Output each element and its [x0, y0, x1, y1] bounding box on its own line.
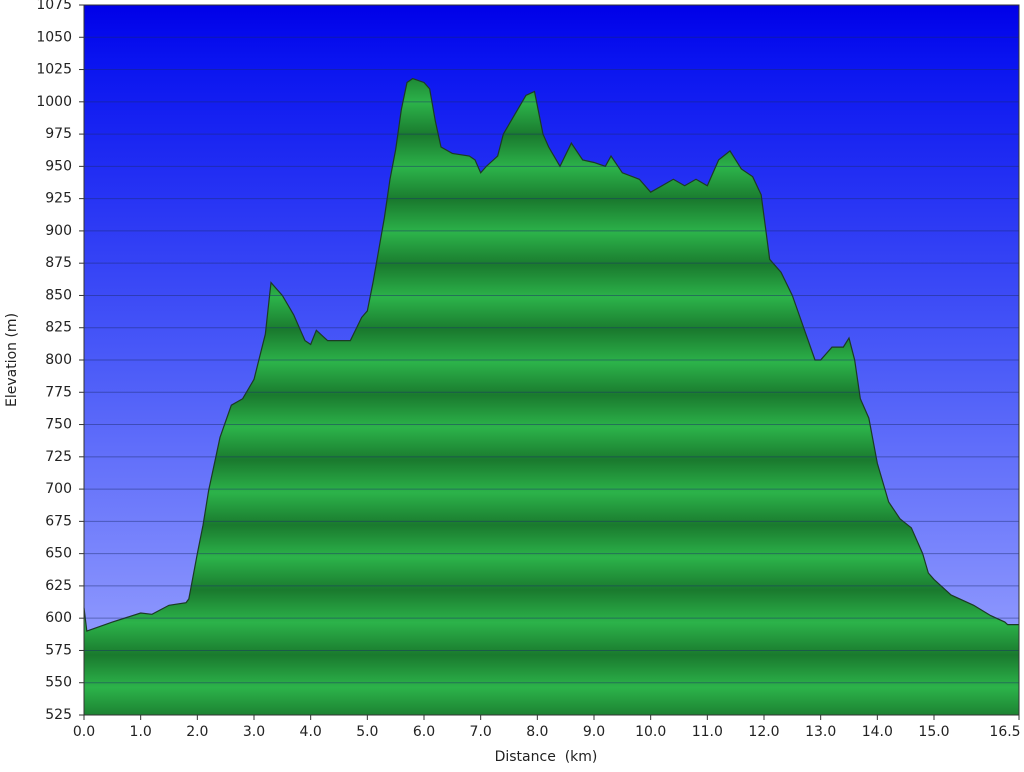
- y-tick-label: 650: [45, 546, 72, 562]
- y-tick-label: 875: [45, 255, 72, 271]
- y-axis-label: Elevation (m): [4, 313, 20, 407]
- y-tick-label: 550: [45, 675, 72, 691]
- y-tick-label: 775: [45, 384, 72, 400]
- x-tick-label: 10.0: [635, 724, 666, 740]
- x-axis-label: Distance (km): [495, 749, 598, 765]
- y-tick-label: 1000: [36, 94, 72, 110]
- x-tick-label: 2.0: [186, 724, 208, 740]
- x-tick-label: 11.0: [692, 724, 723, 740]
- y-tick-label: 800: [45, 352, 72, 368]
- x-tick-label: 6.0: [413, 724, 435, 740]
- y-tick-label: 925: [45, 191, 72, 207]
- x-tick-label: 8.0: [526, 724, 548, 740]
- x-tick-label: 15.0: [918, 724, 949, 740]
- y-tick-label: 950: [45, 158, 72, 174]
- x-tick-label: 14.0: [862, 724, 893, 740]
- x-tick-label: 16.5: [989, 724, 1020, 740]
- y-tick-label: 525: [45, 707, 72, 723]
- x-tick-label: 4.0: [300, 724, 322, 740]
- y-tick-label: 1025: [36, 62, 72, 78]
- x-tick-label: 5.0: [356, 724, 378, 740]
- y-tick-label: 1050: [36, 29, 72, 45]
- y-tick-label: 700: [45, 481, 72, 497]
- x-tick-label: 12.0: [748, 724, 779, 740]
- y-tick-label: 900: [45, 223, 72, 239]
- y-tick-label: 1075: [36, 0, 72, 13]
- y-tick-label: 600: [45, 610, 72, 626]
- x-tick-label: 13.0: [805, 724, 836, 740]
- y-tick-label: 725: [45, 449, 72, 465]
- x-tick-label: 3.0: [243, 724, 265, 740]
- x-tick-label: 1.0: [130, 724, 152, 740]
- y-tick-label: 750: [45, 417, 72, 433]
- y-tick-label: 575: [45, 642, 72, 658]
- y-tick-label: 675: [45, 513, 72, 529]
- plot-frame: [83, 4, 1020, 716]
- x-tick-label: 0.0: [73, 724, 95, 740]
- y-tick-label: 625: [45, 578, 72, 594]
- y-tick-label: 975: [45, 126, 72, 142]
- x-tick-label: 7.0: [470, 724, 492, 740]
- y-tick-label: 825: [45, 320, 72, 336]
- elevation-area: [84, 78, 1019, 716]
- y-tick-label: 850: [45, 287, 72, 303]
- elevation-outline: [83, 77, 1019, 632]
- x-tick-label: 9.0: [583, 724, 605, 740]
